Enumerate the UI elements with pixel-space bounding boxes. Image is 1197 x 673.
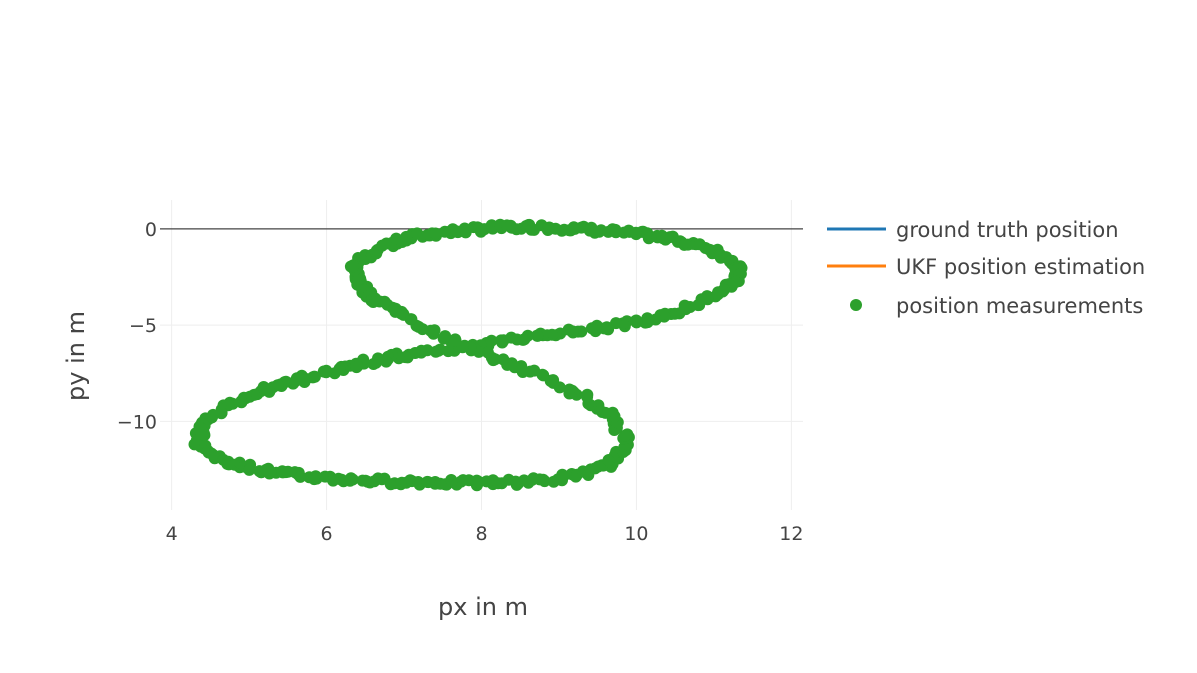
x-tick-label: 8 xyxy=(475,523,487,545)
measurement-point xyxy=(375,473,388,486)
measurement-point xyxy=(384,478,397,491)
measurement-point xyxy=(556,468,569,481)
legend-item-ground-truth[interactable]: ground truth position xyxy=(827,218,1119,242)
measurement-point xyxy=(458,222,471,235)
measurement-point xyxy=(495,334,508,347)
measurement-point xyxy=(585,322,598,335)
tick-labels: 4 6 8 10 12 0 −5 −10 xyxy=(117,219,804,545)
legend-marker-measurements xyxy=(850,299,862,311)
measurement-point xyxy=(581,388,594,401)
measurement-point xyxy=(367,358,380,370)
measurement-point xyxy=(528,364,541,377)
legend-label-ukf: UKF position estimation xyxy=(896,255,1145,279)
measurement-point xyxy=(439,330,452,343)
measurement-point xyxy=(345,472,357,485)
x-axis-title: px in m xyxy=(438,593,528,621)
y-tick-label: −5 xyxy=(129,315,157,337)
x-tick-label: 12 xyxy=(779,523,803,545)
measurement-point xyxy=(481,346,494,359)
legend-item-ukf[interactable]: UKF position estimation xyxy=(827,255,1145,279)
measurement-point xyxy=(376,239,389,252)
legend-label-measurements: position measurements xyxy=(896,294,1143,318)
grid-lines xyxy=(160,200,803,510)
measurement-point xyxy=(318,365,331,378)
measurement-point xyxy=(531,329,544,342)
measurement-point xyxy=(619,429,631,442)
x-tick-label: 10 xyxy=(624,523,648,545)
legend: ground truth position UKF position estim… xyxy=(827,218,1145,318)
measurement-point xyxy=(294,470,307,483)
x-tick-label: 6 xyxy=(321,523,333,545)
measurement-point xyxy=(630,314,643,327)
y-tick-label: 0 xyxy=(145,219,157,241)
measurement-point xyxy=(510,223,523,236)
measurement-point xyxy=(243,463,256,476)
plot-area xyxy=(188,218,748,492)
measurement-point xyxy=(538,475,551,488)
measurement-point xyxy=(428,324,441,337)
measurement-point xyxy=(347,260,360,273)
measurement-point xyxy=(639,316,652,329)
legend-label-ground-truth: ground truth position xyxy=(896,218,1119,242)
legend-item-measurements[interactable]: position measurements xyxy=(850,294,1143,318)
measurement-point xyxy=(470,474,483,487)
measurement-point xyxy=(537,369,550,382)
x-tick-label: 4 xyxy=(166,523,178,545)
measurement-point xyxy=(429,227,442,240)
y-axis-title: py in m xyxy=(62,311,90,401)
y-tick-label: −10 xyxy=(117,411,157,433)
measurement-point xyxy=(693,299,706,311)
measurement-point xyxy=(563,383,576,396)
